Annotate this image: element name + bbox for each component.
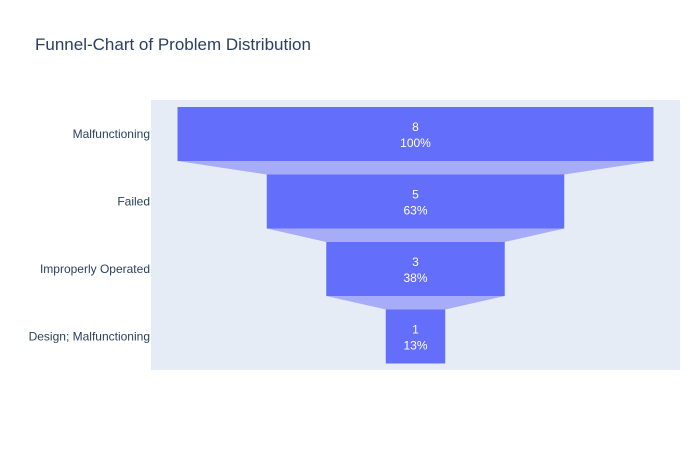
funnel-connector-1 (177, 161, 654, 175)
funnel-bar-4 (385, 309, 446, 364)
value-labels: 8 100% 5 63% 3 38% 1 13% (400, 120, 431, 353)
value-label-3: 3 (412, 255, 419, 269)
funnel-connector-2 (266, 228, 565, 242)
value-label-4: 1 (412, 323, 419, 337)
funnel-connector-3 (326, 296, 505, 310)
percent-label-1: 100% (400, 136, 431, 150)
value-label-2: 5 (412, 188, 419, 202)
percent-label-4: 13% (403, 339, 427, 353)
funnel-bar-3 (326, 242, 505, 296)
category-label-4: Design; Malfunctioning (29, 330, 150, 344)
percent-label-2: 63% (403, 204, 427, 218)
category-label-1: Malfunctioning (73, 127, 150, 141)
chart-title: Funnel-Chart of Problem Distribution (35, 35, 311, 54)
funnel-bar-1 (177, 107, 654, 161)
percent-label-3: 38% (403, 271, 427, 285)
category-label-3: Improperly Operated (40, 262, 150, 276)
category-label-2: Failed (117, 195, 150, 209)
funnel-bars (177, 107, 654, 364)
funnel-connectors (177, 161, 654, 310)
category-labels: Malfunctioning Failed Improperly Operated D… (29, 127, 150, 344)
funnel-bar-2 (266, 174, 565, 229)
value-label-1: 8 (412, 120, 419, 134)
